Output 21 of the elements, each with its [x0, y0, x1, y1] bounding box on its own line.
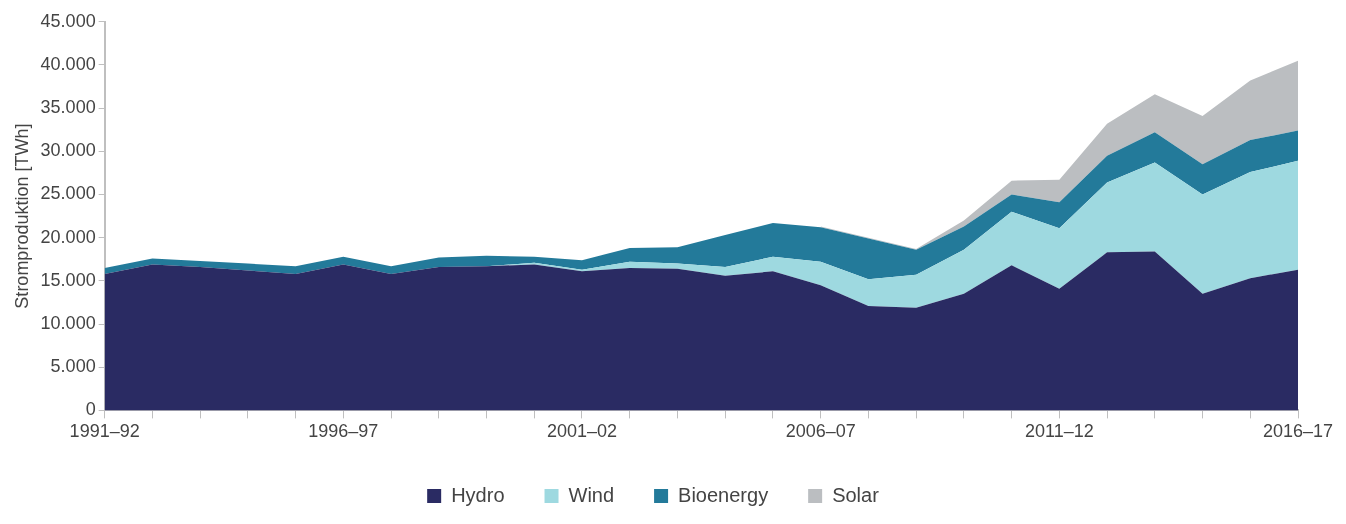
- legend-label: Hydro: [451, 483, 505, 506]
- legend-label: Bioenergy: [678, 483, 769, 506]
- y-tick-label: 35.000: [40, 97, 96, 118]
- y-tick-label: 5.000: [50, 356, 96, 377]
- y-tick-label: 30.000: [40, 140, 96, 161]
- y-tick-label: 20.000: [40, 226, 96, 247]
- y-tick-label: 15.000: [40, 269, 96, 290]
- y-tick-label: 45.000: [40, 10, 96, 31]
- y-tick-label: 40.000: [40, 53, 96, 74]
- y-axis-title: Stromproduktion [TWh]: [11, 123, 32, 309]
- x-tick-label: 2006–07: [785, 421, 856, 442]
- x-tick-label: 2001–02: [546, 421, 618, 442]
- legend-label: Wind: [568, 483, 615, 506]
- y-tick-label: 25.000: [40, 183, 96, 204]
- x-tick-label: 1996–97: [308, 421, 379, 442]
- x-tick-label: 2016–17: [1262, 421, 1334, 442]
- y-tick-label: 0: [85, 399, 96, 420]
- x-tick-label: 1991–92: [69, 421, 140, 442]
- x-tick-label: 2011–12: [1024, 421, 1094, 442]
- legend-label: Solar: [832, 483, 880, 506]
- y-tick-label: 10.000: [40, 313, 96, 334]
